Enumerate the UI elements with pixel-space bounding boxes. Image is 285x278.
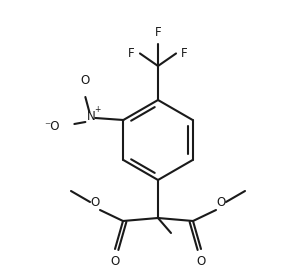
Text: +: +: [94, 105, 101, 115]
Text: F: F: [128, 47, 135, 60]
Text: N: N: [87, 110, 96, 123]
Text: F: F: [181, 47, 188, 60]
Text: F: F: [155, 26, 161, 39]
Text: ⁻O: ⁻O: [44, 120, 59, 133]
Text: O: O: [81, 74, 90, 87]
Text: O: O: [90, 197, 100, 210]
Text: O: O: [196, 255, 205, 268]
Text: O: O: [216, 197, 226, 210]
Text: O: O: [110, 255, 120, 268]
